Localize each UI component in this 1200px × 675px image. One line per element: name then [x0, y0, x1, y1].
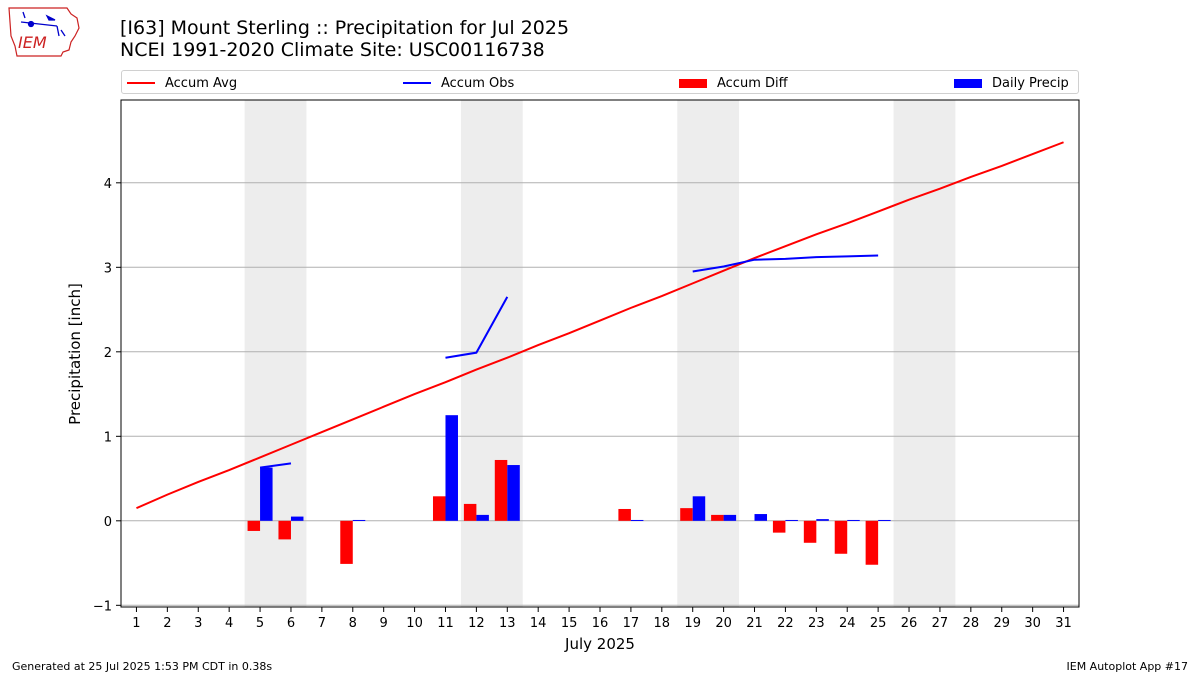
x-tick-label: 10: [406, 616, 423, 631]
accum-diff-bar: [834, 520, 848, 554]
accum-avg-line: [136, 141, 1064, 510]
x-tick-label: 2: [163, 616, 171, 631]
accum-diff-bar: [278, 520, 291, 540]
daily-precip-bar: [754, 514, 768, 521]
daily-precip-bar: [445, 415, 458, 521]
legend-label: Daily Precip: [992, 75, 1069, 91]
accum-diff-bar: [803, 520, 817, 543]
legend-item-accum-obs: Accum Obs: [403, 74, 514, 92]
x-tick-label: 9: [380, 616, 388, 631]
y-tick-label: 4: [104, 177, 112, 192]
daily-precip-bar: [260, 467, 273, 521]
daily-precip-bar: [785, 519, 798, 521]
x-tick-label: 24: [839, 616, 856, 631]
chart-title: [I63] Mount Sterling :: Precipitation fo…: [120, 17, 570, 39]
x-tick-label: 23: [808, 616, 825, 631]
x-tick-label: 4: [225, 616, 233, 631]
daily-precip-bar: [847, 519, 860, 521]
logo-text: IEM: [18, 33, 47, 52]
accum-diff-bar: [772, 520, 786, 533]
x-tick-label: 27: [932, 616, 949, 631]
x-tick-label: 19: [684, 616, 701, 631]
y-tick-label: −1: [93, 599, 112, 614]
daily-precip-bar: [816, 519, 829, 521]
accum-diff-bar: [494, 459, 508, 521]
accum-obs-line: [259, 462, 292, 469]
app-credit: IEM Autoplot App #17: [1066, 660, 1189, 673]
x-tick-label: 13: [499, 616, 516, 631]
legend-swatch: [403, 82, 431, 84]
legend-swatch: [679, 78, 707, 88]
y-tick-label: 0: [104, 515, 112, 530]
daily-precip-bar: [352, 519, 366, 521]
daily-precip-bar: [723, 514, 737, 521]
x-tick-label: 21: [746, 616, 763, 631]
y-tick-label: 3: [104, 261, 112, 276]
x-tick-label: 11: [437, 616, 454, 631]
daily-precip-bar: [630, 519, 644, 521]
accum-diff-bar: [711, 514, 724, 521]
y-tick-label: 1: [104, 430, 112, 445]
legend-swatch: [127, 82, 155, 84]
weekend-shade: [677, 100, 740, 607]
y-tick-label: 2: [104, 346, 112, 361]
generated-timestamp: Generated at 25 Jul 2025 1:53 PM CDT in …: [12, 660, 273, 673]
x-tick-label: 7: [318, 616, 326, 631]
accum-diff-bar: [432, 496, 446, 521]
legend-item-accum-diff: Accum Diff: [679, 74, 788, 92]
iem-logo: IEM: [7, 6, 81, 62]
legend-item-daily-precip: Daily Precip: [954, 74, 1069, 92]
accum-diff-bar: [247, 520, 261, 531]
weekend-shade: [893, 100, 956, 607]
x-tick-label: 16: [592, 616, 609, 631]
accum-obs-line: [445, 296, 509, 359]
chart-legend: Accum Avg Accum Obs Accum Diff Daily Pre…: [121, 70, 1079, 94]
x-tick-label: 1: [132, 616, 140, 631]
x-tick-label: 14: [530, 616, 547, 631]
accum-diff-bar: [463, 503, 477, 521]
chart-subtitle: NCEI 1991-2020 Climate Site: USC00116738: [120, 39, 545, 61]
accum-diff-bar: [340, 520, 353, 564]
x-tick-label: 15: [561, 616, 578, 631]
accum-diff-bar: [680, 508, 693, 521]
x-tick-label: 18: [654, 616, 671, 631]
x-tick-label: 20: [715, 616, 732, 631]
legend-swatch: [954, 78, 982, 88]
x-tick-label: 30: [1024, 616, 1041, 631]
x-tick-label: 6: [287, 616, 295, 631]
x-tick-label: 5: [256, 616, 264, 631]
x-tick-label: 22: [777, 616, 794, 631]
x-tick-label: 3: [194, 616, 202, 631]
legend-label: Accum Avg: [165, 75, 238, 91]
legend-label: Accum Diff: [717, 75, 788, 91]
accum-obs-line: [692, 254, 879, 273]
accum-diff-bar: [618, 508, 631, 521]
accum-diff-bar: [865, 520, 879, 565]
x-axis-label: July 2025: [564, 635, 635, 653]
x-tick-label: 25: [870, 616, 887, 631]
legend-label: Accum Obs: [441, 75, 515, 91]
x-tick-label: 8: [349, 616, 357, 631]
daily-precip-bar: [476, 514, 489, 521]
x-tick-label: 17: [623, 616, 640, 631]
daily-precip-bar: [692, 496, 706, 521]
daily-precip-bar: [878, 519, 891, 521]
legend-item-accum-avg: Accum Avg: [127, 74, 237, 92]
daily-precip-bar: [290, 516, 304, 521]
y-axis-label: Precipitation [inch]: [66, 283, 84, 425]
daily-precip-bar: [507, 465, 520, 521]
x-tick-label: 26: [901, 616, 918, 631]
x-tick-label: 28: [963, 616, 980, 631]
x-tick-label: 31: [1055, 616, 1072, 631]
x-tick-label: 12: [468, 616, 485, 631]
x-tick-label: 29: [993, 616, 1010, 631]
